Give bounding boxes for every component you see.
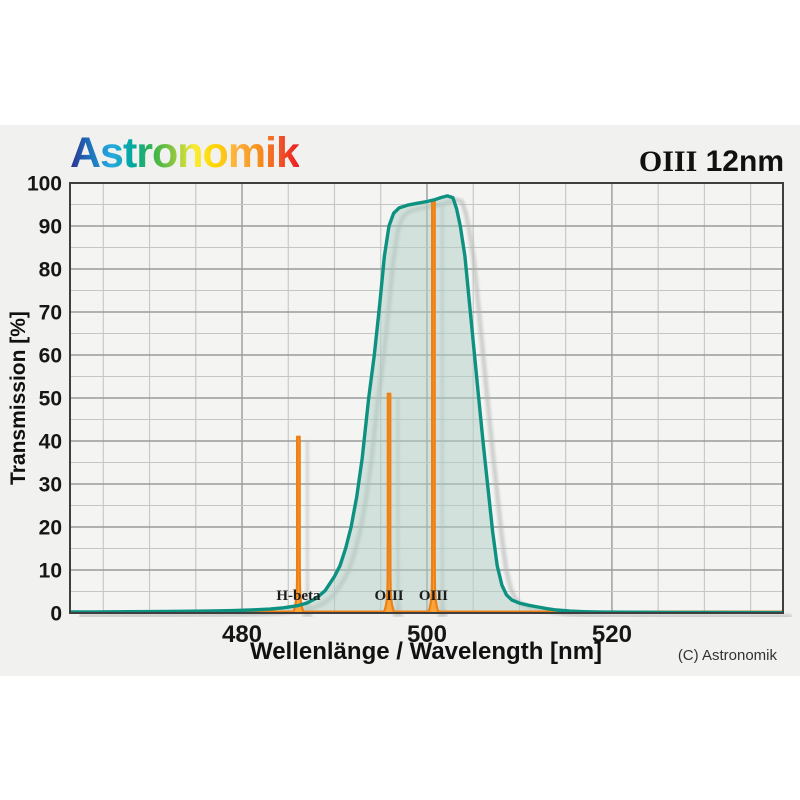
chart-title-filter-line: OIII — [638, 145, 698, 178]
y-tick-20: 20 — [39, 517, 62, 540]
chart-panel: Astronomik OIII 12nm 0 10 20 30 40 50 60 70 80 90… — [0, 125, 800, 676]
y-tick-60: 60 — [39, 345, 62, 368]
plot-border — [69, 182, 784, 614]
x-tick-500: 500 — [407, 621, 447, 648]
x-tick-480: 480 — [222, 621, 262, 648]
passband-fill — [70, 195, 783, 613]
chart-title: OIII 12nm — [639, 145, 784, 179]
y-tick-50: 50 — [39, 388, 62, 411]
x-axis-label: Wellenlänge / Wavelength [nm] — [249, 638, 603, 665]
y-tick-30: 30 — [39, 474, 62, 497]
y-tick-90: 90 — [39, 216, 62, 239]
y-tick-labels: 0 10 20 30 40 50 60 70 80 90 100 — [27, 173, 62, 626]
y-tick-0: 0 — [50, 603, 62, 626]
peak-label-oiii-2: OIII — [419, 588, 448, 604]
y-tick-40: 40 — [39, 431, 62, 454]
transmission-curve — [70, 194, 783, 613]
emission-line-oiii-1 — [382, 392, 396, 613]
peak-label-oiii-1: OIII — [374, 588, 403, 604]
y-tick-100: 100 — [27, 173, 62, 196]
astronomik-logo: Astronomik — [70, 129, 300, 177]
x-tick-520: 520 — [592, 621, 632, 648]
y-axis-label: Transmission [%] — [7, 311, 30, 485]
y-tick-70: 70 — [39, 302, 62, 325]
y-tick-10: 10 — [39, 560, 62, 583]
copyright-text: (C) Astronomik — [677, 647, 777, 664]
chart-title-bandwidth: 12nm — [705, 145, 784, 178]
y-tick-80: 80 — [39, 259, 62, 282]
transmission-chart: 0 10 20 30 40 50 60 70 80 90 100 480 500 520 H-beta OII… — [27, 173, 792, 648]
x-tick-labels: 480 500 520 — [222, 621, 632, 648]
peak-label-h-beta-0: H-beta — [276, 588, 321, 604]
